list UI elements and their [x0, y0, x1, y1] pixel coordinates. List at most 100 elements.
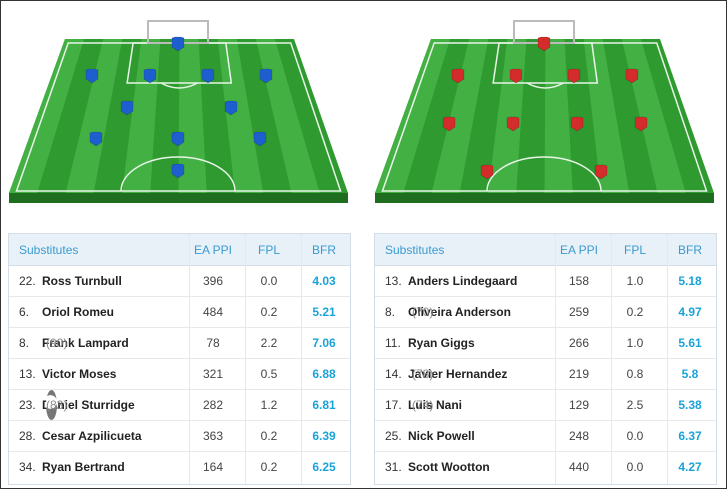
player-name-text[interactable]: Ryan Giggs	[408, 336, 475, 350]
ea-ppi-value: 248	[568, 429, 590, 443]
shirt-icon[interactable]	[509, 68, 523, 84]
shirt-icon[interactable]	[442, 116, 456, 132]
bfr-value: 6.37	[678, 429, 702, 443]
player-points: (83)	[46, 398, 68, 412]
player-name-text[interactable]: Anders Lindegaard	[408, 274, 518, 288]
table-row[interactable]: 8. Frank Lampard (90) 78 2.2 7.06	[9, 328, 350, 359]
bfr-value: 5.61	[678, 336, 702, 350]
shirt-icon[interactable]	[201, 68, 215, 84]
player-number: 28.	[19, 429, 36, 443]
player-points: (78)	[412, 367, 434, 381]
bfr-value: 5.21	[312, 305, 336, 319]
shirt-icon[interactable]	[85, 68, 99, 84]
shirt-icon[interactable]	[594, 164, 608, 180]
header-bfr[interactable]: BFR	[312, 243, 336, 257]
shirt-icon[interactable]	[537, 36, 551, 52]
shirt-icon[interactable]	[120, 100, 134, 116]
pitch-stripe	[431, 39, 489, 193]
player-name-text[interactable]: Cesar Azpilicueta	[42, 429, 142, 443]
table-row[interactable]: 25. Nick Powell 248 0.0 6.37	[375, 421, 716, 452]
bfr-value: 6.25	[312, 460, 336, 474]
fpl-value: 0.0	[626, 429, 644, 443]
player-number: 8.	[19, 336, 30, 350]
pitch-right	[373, 7, 716, 213]
formation	[442, 36, 648, 180]
player-name-text[interactable]: Ross Turnbull	[42, 274, 122, 288]
pitch-left	[7, 7, 350, 213]
fpl-value: 2.2	[260, 336, 278, 350]
table-header: Substitutes EA PPI FPL BFR	[9, 234, 350, 266]
shirt-icon[interactable]	[143, 68, 157, 84]
shirt-icon[interactable]	[89, 131, 103, 147]
header-fpl[interactable]: FPL	[257, 243, 280, 257]
table-row[interactable]: 31. Scott Wootton 440 0.0 4.27	[375, 452, 716, 483]
shirt-icon[interactable]	[567, 68, 581, 84]
shirt-icon[interactable]	[171, 131, 185, 147]
shirt-icon[interactable]	[253, 131, 267, 147]
pitch-stripe	[217, 39, 264, 193]
ea-ppi-value: 484	[202, 305, 224, 319]
shirt-icon[interactable]	[224, 100, 238, 116]
player-name-text[interactable]: Victor Moses	[42, 367, 117, 381]
header-substitutes: Substitutes	[385, 243, 445, 257]
header-bfr[interactable]: BFR	[678, 243, 702, 257]
fpl-value: 0.2	[260, 460, 278, 474]
fpl-value: 2.5	[626, 398, 644, 412]
table-row[interactable]: 17. Luis Nani (74) 129 2.5 5.38	[375, 390, 716, 421]
shirt-icon[interactable]	[451, 68, 465, 84]
player-number: 17.	[385, 398, 402, 412]
substitutes-table-left: Substitutes EA PPI FPL BFR 22. Ross Turn…	[8, 233, 351, 485]
fpl-value: 0.5	[260, 367, 278, 381]
fpl-value: 0.2	[626, 305, 644, 319]
bfr-value: 4.97	[678, 305, 702, 319]
table-row[interactable]: 8. Oliveira Anderson (70) 259 0.2 4.97	[375, 297, 716, 328]
header-ea-ppi[interactable]: EA PPI	[193, 243, 233, 257]
player-number: 34.	[19, 460, 36, 474]
player-name-text[interactable]: Daniel Sturridge	[42, 398, 135, 412]
player-number: 13.	[385, 274, 402, 288]
shirt-icon[interactable]	[625, 68, 639, 84]
player-number: 13.	[19, 367, 36, 381]
bfr-value: 6.81	[312, 398, 336, 412]
player-name-text[interactable]: Luis Nani	[408, 398, 463, 412]
table-row[interactable]: 23. Daniel Sturridge (83) 282 1.2 6.81	[9, 390, 350, 421]
table-row[interactable]: 34. Ryan Bertrand 164 0.2 6.25	[9, 452, 350, 483]
player-number: 22.	[19, 274, 36, 288]
table-row[interactable]: 13. Anders Lindegaard 158 1.0 5.18	[375, 266, 716, 297]
bfr-value: 4.27	[678, 460, 702, 474]
table-row[interactable]: 13. Victor Moses 321 0.5 6.88	[9, 359, 350, 390]
table-row[interactable]: 22. Ross Turnbull 396 0.0 4.03	[9, 266, 350, 297]
player-points: (90)	[46, 336, 68, 350]
player-name-text[interactable]: Javier Hernandez	[408, 367, 508, 381]
header-ea-ppi[interactable]: EA PPI	[559, 243, 599, 257]
player-name-text[interactable]: Ryan Bertrand	[42, 460, 125, 474]
player-number: 25.	[385, 429, 402, 443]
header-fpl[interactable]: FPL	[623, 243, 646, 257]
shirt-icon[interactable]	[171, 163, 185, 179]
player-name-text[interactable]: Oliveira Anderson	[408, 305, 511, 319]
team-panel-right: Substitutes EA PPI FPL BFR 13. Anders Li…	[373, 7, 721, 485]
column-divider	[189, 234, 190, 484]
table-row[interactable]: 6. Oriol Romeu 484 0.2 5.21	[9, 297, 350, 328]
shirt-icon[interactable]	[570, 116, 584, 132]
table-row[interactable]: 28. Cesar Azpilicueta 363 0.2 6.39	[9, 421, 350, 452]
player-name-text[interactable]: Scott Wootton	[408, 460, 490, 474]
center-circle	[120, 156, 236, 192]
table-row[interactable]: 14. Javier Hernandez (78) 219 0.8 5.8	[375, 359, 716, 390]
shirt-icon[interactable]	[506, 116, 520, 132]
shirt-icon[interactable]	[480, 164, 494, 180]
player-points: (74)	[412, 398, 434, 412]
column-divider	[667, 234, 668, 484]
ea-ppi-value: 321	[202, 367, 224, 381]
shirt-icon[interactable]	[171, 36, 185, 52]
player-name-text[interactable]: Frank Lampard	[42, 336, 129, 350]
player-name-text[interactable]: Oriol Romeu	[42, 305, 115, 319]
shirt-icon[interactable]	[259, 68, 273, 84]
player-number: 14.	[385, 367, 402, 381]
player-name-text[interactable]: Nick Powell	[408, 429, 475, 443]
table-row[interactable]: 11. Ryan Giggs 266 1.0 5.61	[375, 328, 716, 359]
ea-ppi-value: 259	[568, 305, 590, 319]
shirt-icon[interactable]	[634, 116, 648, 132]
ea-ppi-value: 164	[202, 460, 224, 474]
